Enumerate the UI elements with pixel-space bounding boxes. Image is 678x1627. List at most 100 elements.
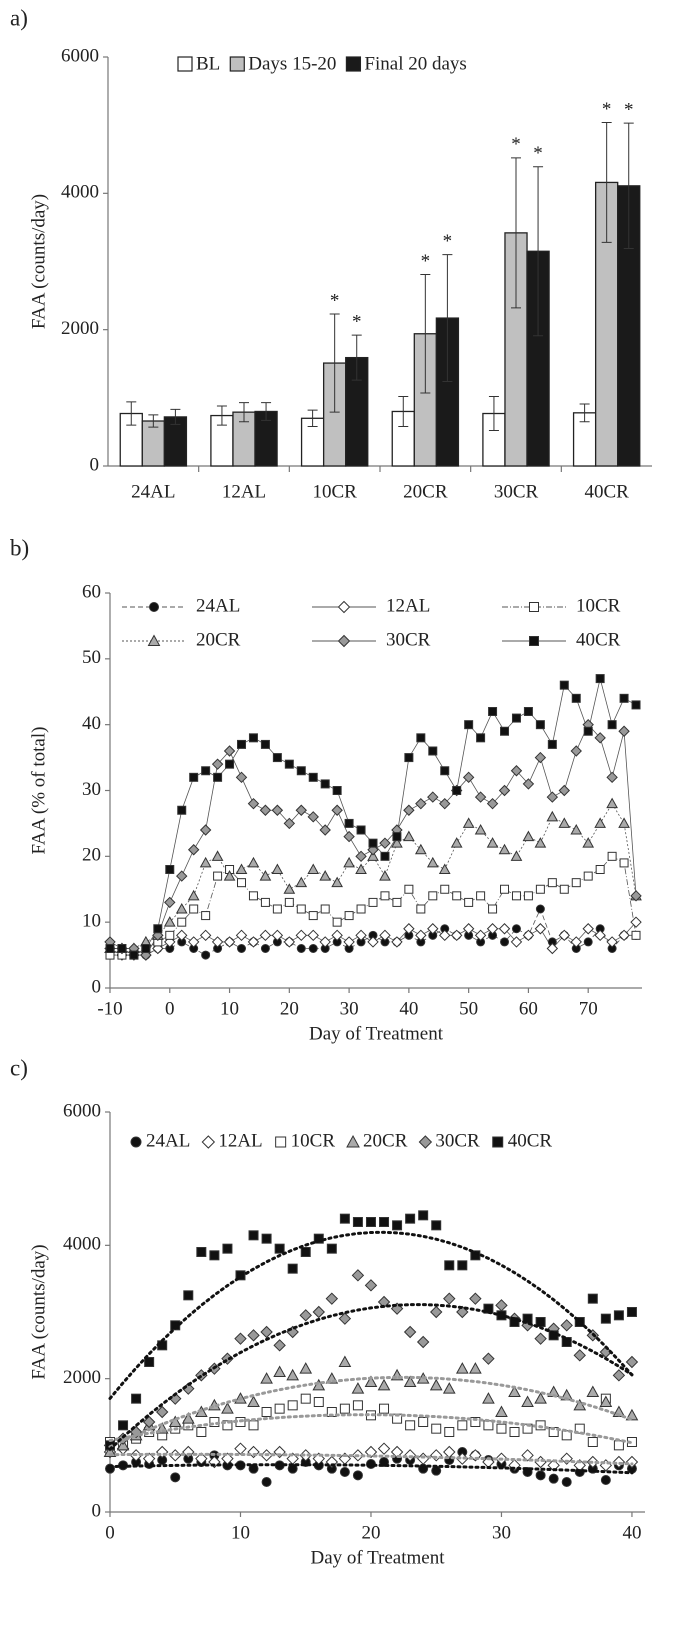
legend-label: 24AL [196, 595, 240, 616]
point [594, 817, 607, 828]
point [201, 766, 211, 776]
legend-marker [529, 602, 539, 612]
y-tick-label: 2000 [61, 318, 99, 339]
y-tick-label: 20 [82, 845, 101, 866]
legend-swatch [229, 56, 245, 72]
point [404, 753, 414, 763]
point [498, 923, 511, 935]
error-bar [579, 403, 590, 423]
error-bar [148, 414, 159, 428]
point [618, 929, 630, 942]
point [474, 929, 487, 942]
legend-marker [337, 600, 351, 614]
point [509, 1427, 520, 1437]
point [626, 1307, 637, 1317]
point [259, 804, 272, 816]
y-tick-label: 60 [82, 581, 101, 602]
point [403, 804, 415, 816]
point [606, 771, 618, 784]
point [247, 1395, 260, 1407]
point [144, 1357, 155, 1367]
point [201, 911, 211, 921]
legend-label: 12AL [386, 595, 430, 616]
point [296, 766, 306, 776]
significance-marker: * [624, 99, 634, 120]
point [307, 929, 319, 942]
legend-marker [149, 602, 159, 612]
point [283, 817, 296, 830]
trend-line [108, 1230, 634, 1400]
point [235, 929, 248, 942]
point [415, 797, 427, 810]
point [325, 1292, 339, 1305]
x-tick-label: 20CR [403, 481, 448, 502]
point [442, 1382, 456, 1394]
point [403, 830, 415, 842]
point [284, 897, 294, 907]
point [558, 929, 570, 942]
point [606, 936, 618, 948]
point [223, 936, 236, 948]
trend-line [108, 1303, 634, 1451]
point [367, 936, 379, 948]
point [548, 1473, 559, 1484]
error-bar [488, 395, 499, 432]
point [164, 896, 176, 909]
point [391, 837, 403, 848]
point [355, 850, 367, 863]
point [418, 1210, 429, 1221]
point [308, 772, 318, 782]
point [142, 1415, 156, 1429]
point [486, 797, 499, 810]
point [392, 897, 402, 907]
point [630, 890, 642, 902]
point [450, 929, 463, 942]
point [235, 863, 248, 874]
point [365, 1217, 376, 1227]
point [338, 1312, 352, 1325]
significance-marker: * [330, 290, 340, 311]
point [559, 680, 569, 690]
point [534, 923, 547, 935]
point [625, 1455, 639, 1469]
legend-label: Days 15-20 [248, 53, 336, 74]
point [431, 1220, 442, 1231]
point [351, 1269, 365, 1282]
point [331, 929, 343, 942]
point [470, 1417, 481, 1427]
x-tick-label: 30 [492, 1522, 511, 1543]
legend-label: 30CR [435, 1130, 480, 1151]
point [427, 923, 439, 935]
point [462, 923, 475, 935]
point [260, 739, 270, 749]
point [273, 1365, 286, 1377]
point [237, 739, 247, 749]
y-tick-label: 6000 [63, 1100, 101, 1121]
point [260, 897, 270, 907]
point [356, 904, 366, 914]
point [594, 732, 606, 744]
point [587, 1293, 598, 1304]
point [332, 917, 342, 927]
point [105, 944, 115, 953]
point [486, 923, 499, 935]
point [223, 870, 236, 881]
point [571, 693, 581, 703]
point [221, 1402, 234, 1414]
point [521, 1395, 534, 1407]
y-tick-label: 10 [82, 911, 101, 932]
point [260, 1325, 273, 1339]
x-tick-label: 0 [105, 1522, 115, 1543]
point [379, 837, 391, 849]
point [308, 911, 318, 921]
error-bar [170, 408, 181, 425]
point [619, 858, 629, 868]
error-bar [239, 402, 249, 423]
point [500, 937, 510, 947]
point [522, 830, 535, 842]
point [570, 823, 583, 835]
point [546, 942, 559, 955]
point [379, 870, 391, 881]
y-tick-label: 0 [90, 454, 100, 475]
point [259, 929, 272, 942]
